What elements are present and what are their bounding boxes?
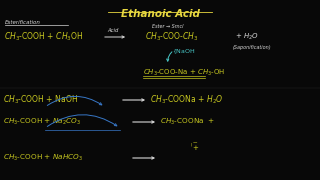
Text: $CH_3$-COOH + $Na_2CO_3$: $CH_3$-COOH + $Na_2CO_3$ <box>3 117 81 127</box>
Text: Acid: Acid <box>107 28 118 33</box>
Text: $CH_3$-COO-$CH_3$: $CH_3$-COO-$CH_3$ <box>145 31 199 43</box>
Text: $CH_3$-COONa + $H_2O$: $CH_3$-COONa + $H_2O$ <box>150 94 223 106</box>
Text: Ethanoic Acid: Ethanoic Acid <box>121 9 199 19</box>
Text: Esterification: Esterification <box>5 19 41 24</box>
Text: $CH_3$-COOH + $CH_3$OH: $CH_3$-COOH + $CH_3$OH <box>4 31 84 43</box>
Text: $CH_3$-COOH + NaOH: $CH_3$-COOH + NaOH <box>3 94 78 106</box>
Text: + $H_2O$: + $H_2O$ <box>235 32 259 42</box>
Text: $\{$NaOH: $\{$NaOH <box>172 48 196 56</box>
Text: +: + <box>192 145 198 151</box>
Text: $CH_3$-COONa  +: $CH_3$-COONa + <box>160 117 215 127</box>
Text: $CH_3$-COOH + $NaHCO_3$: $CH_3$-COOH + $NaHCO_3$ <box>3 153 83 163</box>
Text: $CH_3$-COO-Na + $CH_3$-OH: $CH_3$-COO-Na + $CH_3$-OH <box>143 68 225 78</box>
Text: (Saponification): (Saponification) <box>233 44 272 50</box>
Text: |: | <box>190 142 192 146</box>
Text: Ester → Smcl: Ester → Smcl <box>152 24 183 30</box>
Text: ‒: ‒ <box>193 139 197 145</box>
